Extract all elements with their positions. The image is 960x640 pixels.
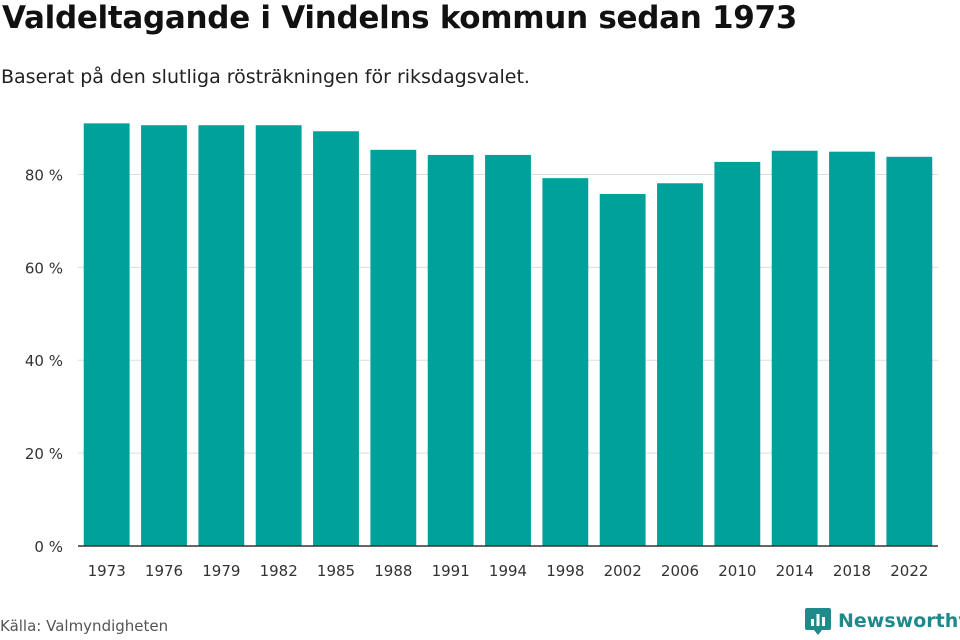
y-axis-ticks: 0 % 20 % 40 % 60 % 80 % <box>25 166 63 556</box>
bar[interactable] <box>370 149 417 546</box>
brand-logo[interactable]: Newsworthy <box>804 606 960 636</box>
x-tick-label: 1979 <box>202 562 240 580</box>
x-tick-label: 2002 <box>604 562 642 580</box>
x-tick-label: 2006 <box>661 562 699 580</box>
bar[interactable] <box>599 193 646 546</box>
bar[interactable] <box>542 178 589 546</box>
y-tick-label: 20 % <box>25 445 63 463</box>
bar[interactable] <box>485 154 531 546</box>
chart-subtitle: Baserat på den slutliga rösträkningen fö… <box>1 66 530 88</box>
bar[interactable] <box>313 131 359 547</box>
x-tick-label: 1991 <box>432 562 470 580</box>
x-tick-label: 1988 <box>374 562 412 580</box>
bar[interactable] <box>198 125 245 547</box>
y-tick-label: 60 % <box>25 259 63 277</box>
x-tick-label: 2022 <box>890 562 928 580</box>
x-tick-label: 1976 <box>145 562 183 580</box>
bars <box>83 123 933 547</box>
x-tick-label: 2018 <box>833 562 871 580</box>
newsworthy-logo-icon <box>805 608 831 635</box>
bar[interactable] <box>255 125 302 547</box>
bar[interactable] <box>141 125 187 547</box>
bar[interactable] <box>886 156 933 546</box>
x-axis-ticks: 1973 1976 1979 1982 1985 1988 1991 1994 1998 2002… <box>88 562 929 580</box>
bar-chart: 0 % 20 % 40 % 60 % 80 % 1973 1976 1979 1982 1985… <box>25 123 938 580</box>
x-tick-label: 1973 <box>88 562 126 580</box>
bar[interactable] <box>83 123 130 546</box>
bar[interactable] <box>714 161 761 546</box>
bar[interactable] <box>657 183 703 546</box>
x-tick-label: 1998 <box>546 562 584 580</box>
bar[interactable] <box>829 151 875 546</box>
x-tick-label: 1985 <box>317 562 355 580</box>
x-tick-label: 1994 <box>489 562 527 580</box>
source-note: Källa: Valmyndigheten <box>0 617 169 635</box>
x-tick-label: 2014 <box>776 562 814 580</box>
bar[interactable] <box>771 150 818 546</box>
y-tick-label: 0 % <box>34 538 63 556</box>
bar[interactable] <box>427 154 474 546</box>
x-tick-label: 1982 <box>260 562 298 580</box>
brand-name: Newsworthy <box>838 610 960 632</box>
chart-title: Valdeltagande i Vindelns kommun sedan 19… <box>2 0 798 36</box>
y-tick-label: 40 % <box>25 352 63 370</box>
x-tick-label: 2010 <box>718 562 756 580</box>
y-tick-label: 80 % <box>25 166 63 184</box>
